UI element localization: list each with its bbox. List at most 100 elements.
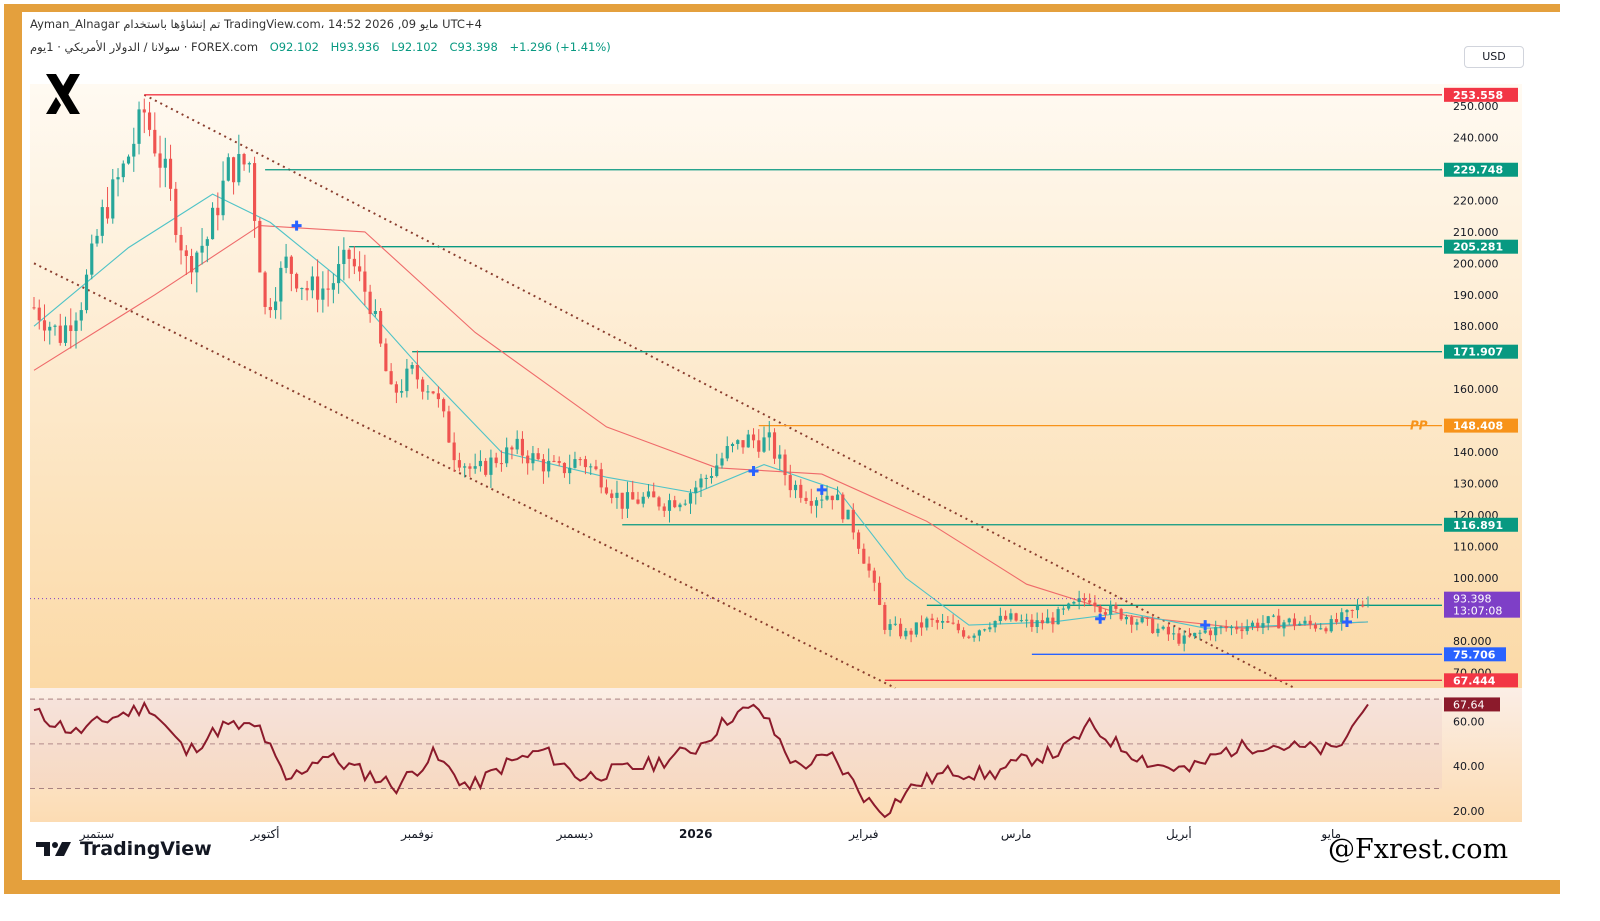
candle-body — [830, 495, 834, 501]
candle-body — [247, 163, 251, 165]
candle-body — [736, 440, 740, 444]
level-tag-253.558: 253.558 — [1453, 89, 1503, 102]
candle-body — [699, 478, 703, 488]
candle-body — [825, 495, 829, 500]
candle-body — [1077, 598, 1081, 603]
candle-body — [447, 411, 451, 443]
candle-body — [510, 447, 514, 450]
candle-body — [526, 455, 530, 464]
candle-body — [962, 630, 966, 637]
currency-selector[interactable]: USD — [1464, 46, 1524, 68]
candle-body — [657, 497, 661, 507]
candle-body — [394, 384, 398, 393]
level-tag-bg — [1444, 673, 1518, 688]
candle-body — [347, 249, 351, 259]
candle-body — [242, 154, 246, 165]
candle-body — [1292, 618, 1297, 626]
candle-body — [1135, 622, 1139, 625]
candle-body — [820, 499, 824, 501]
y-tick-label: 110.000 — [1453, 540, 1499, 553]
candle-body — [1172, 633, 1176, 635]
candle-body — [426, 391, 430, 393]
candle-body — [84, 274, 89, 311]
candle-body — [898, 623, 903, 637]
level-tag-148.408: 148.408 — [1453, 420, 1503, 433]
candle-body — [641, 496, 645, 504]
candle-body — [972, 635, 976, 638]
candle-body — [499, 463, 504, 465]
watermark: @Fxrest.com — [1328, 834, 1509, 865]
signal-marker-icon — [1200, 620, 1211, 631]
rsi-last-value: 67.64 — [1453, 698, 1485, 711]
candle-body — [1250, 622, 1255, 627]
candle-body — [578, 459, 582, 461]
candle-body — [1345, 610, 1349, 613]
candle-body — [1240, 629, 1244, 632]
candle-body — [231, 157, 236, 183]
candle-body — [489, 457, 493, 475]
candle-body — [772, 432, 777, 459]
level-tag-229.748: 229.748 — [1453, 164, 1503, 177]
candle-body — [1035, 620, 1039, 627]
candle-body — [625, 492, 630, 509]
candle-body — [226, 157, 230, 181]
candle-body — [720, 458, 724, 466]
candle-body — [310, 276, 314, 291]
candlestick-chart[interactable]: 250.000 240.000 220.000 210.000 200.000 190.0… — [22, 12, 1560, 880]
signal-marker-icon — [816, 484, 827, 495]
candle-body — [667, 500, 672, 511]
candle-body — [305, 288, 309, 291]
candle-body — [1277, 615, 1281, 629]
candle-body — [174, 188, 178, 235]
candle-body — [956, 623, 960, 631]
rsi-tick-label: 60.00 — [1453, 716, 1485, 729]
candle-body — [904, 630, 908, 637]
candle-body — [295, 273, 299, 289]
candle-body — [652, 491, 656, 498]
candle-body — [1334, 619, 1339, 623]
candle-body — [358, 266, 362, 272]
candle-body — [1119, 608, 1123, 620]
candle-body — [688, 493, 693, 504]
candle-body — [63, 325, 68, 343]
candle-body — [636, 499, 640, 504]
candle-body — [872, 570, 876, 583]
candle-body — [478, 460, 482, 467]
candle-body — [1313, 624, 1318, 629]
candle-body — [562, 462, 567, 474]
candle-body — [95, 235, 99, 244]
candle-body — [1151, 618, 1155, 634]
candle-body — [594, 466, 598, 470]
candle-body — [1235, 626, 1239, 630]
level-tag-205.281: 205.281 — [1453, 241, 1503, 254]
candle-body — [1030, 619, 1034, 627]
level-tag-bg — [1444, 162, 1518, 177]
candle-body — [1361, 605, 1365, 607]
candle-body — [268, 306, 272, 311]
axes: 250.000 240.000 220.000 210.000 200.000 190.0… — [79, 87, 1520, 842]
candle-body — [1282, 622, 1286, 629]
sma-fast-line — [33, 193, 1369, 629]
rsi-pane-bg — [30, 688, 1522, 822]
candle-body — [153, 129, 157, 154]
candle-body — [799, 484, 803, 498]
candle-body — [1298, 623, 1302, 626]
candle-body — [1046, 617, 1050, 624]
candle-body — [1340, 612, 1344, 623]
x-tick-label: فبراير — [848, 827, 878, 842]
candle-body — [1166, 626, 1171, 635]
candle-body — [326, 288, 330, 290]
candle-body — [835, 494, 840, 501]
candle-body — [1014, 613, 1018, 621]
candle-body — [730, 443, 735, 447]
level-tag-bg — [1444, 87, 1518, 102]
candle-body — [930, 618, 934, 621]
candle-body — [683, 503, 687, 505]
candle-body — [463, 466, 467, 468]
candle-body — [1198, 632, 1202, 634]
candle-body — [1324, 628, 1328, 632]
candle-body — [520, 438, 525, 456]
candle-body — [337, 264, 341, 284]
symbol-name: سولانا / الدولار الأمريكي · 1يوم · FOREX… — [30, 40, 259, 54]
candle-body — [573, 459, 577, 468]
